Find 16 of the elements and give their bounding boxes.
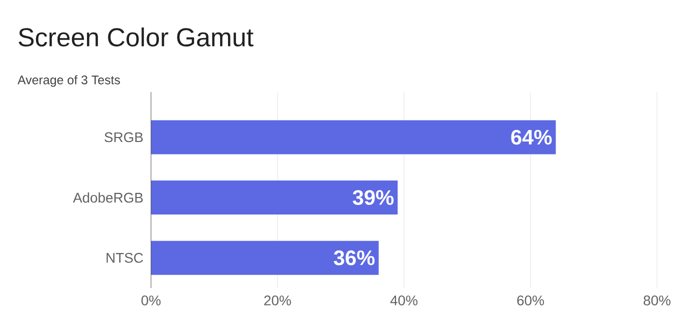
bar (151, 240, 379, 275)
bar (151, 180, 398, 215)
x-tick-label: 20% (264, 296, 291, 306)
y-tick-label: NTSC (106, 252, 143, 263)
chart-title: Screen Color Gamut (18, 27, 254, 47)
y-tick-label: AdobeRGB (72, 192, 143, 203)
data-label: 64% (511, 130, 552, 145)
data-label: 39% (352, 190, 394, 205)
x-tick-label: 0% (141, 296, 161, 306)
bar (151, 120, 556, 154)
x-tick-label: 40% (390, 296, 418, 306)
x-tick-label: 60% (517, 296, 544, 306)
x-tick-label: 80% (644, 296, 670, 306)
chart-subtitle: Average of 3 Tests (18, 75, 120, 87)
data-label: 36% (334, 250, 375, 266)
y-tick-label: SRGB (104, 132, 143, 142)
